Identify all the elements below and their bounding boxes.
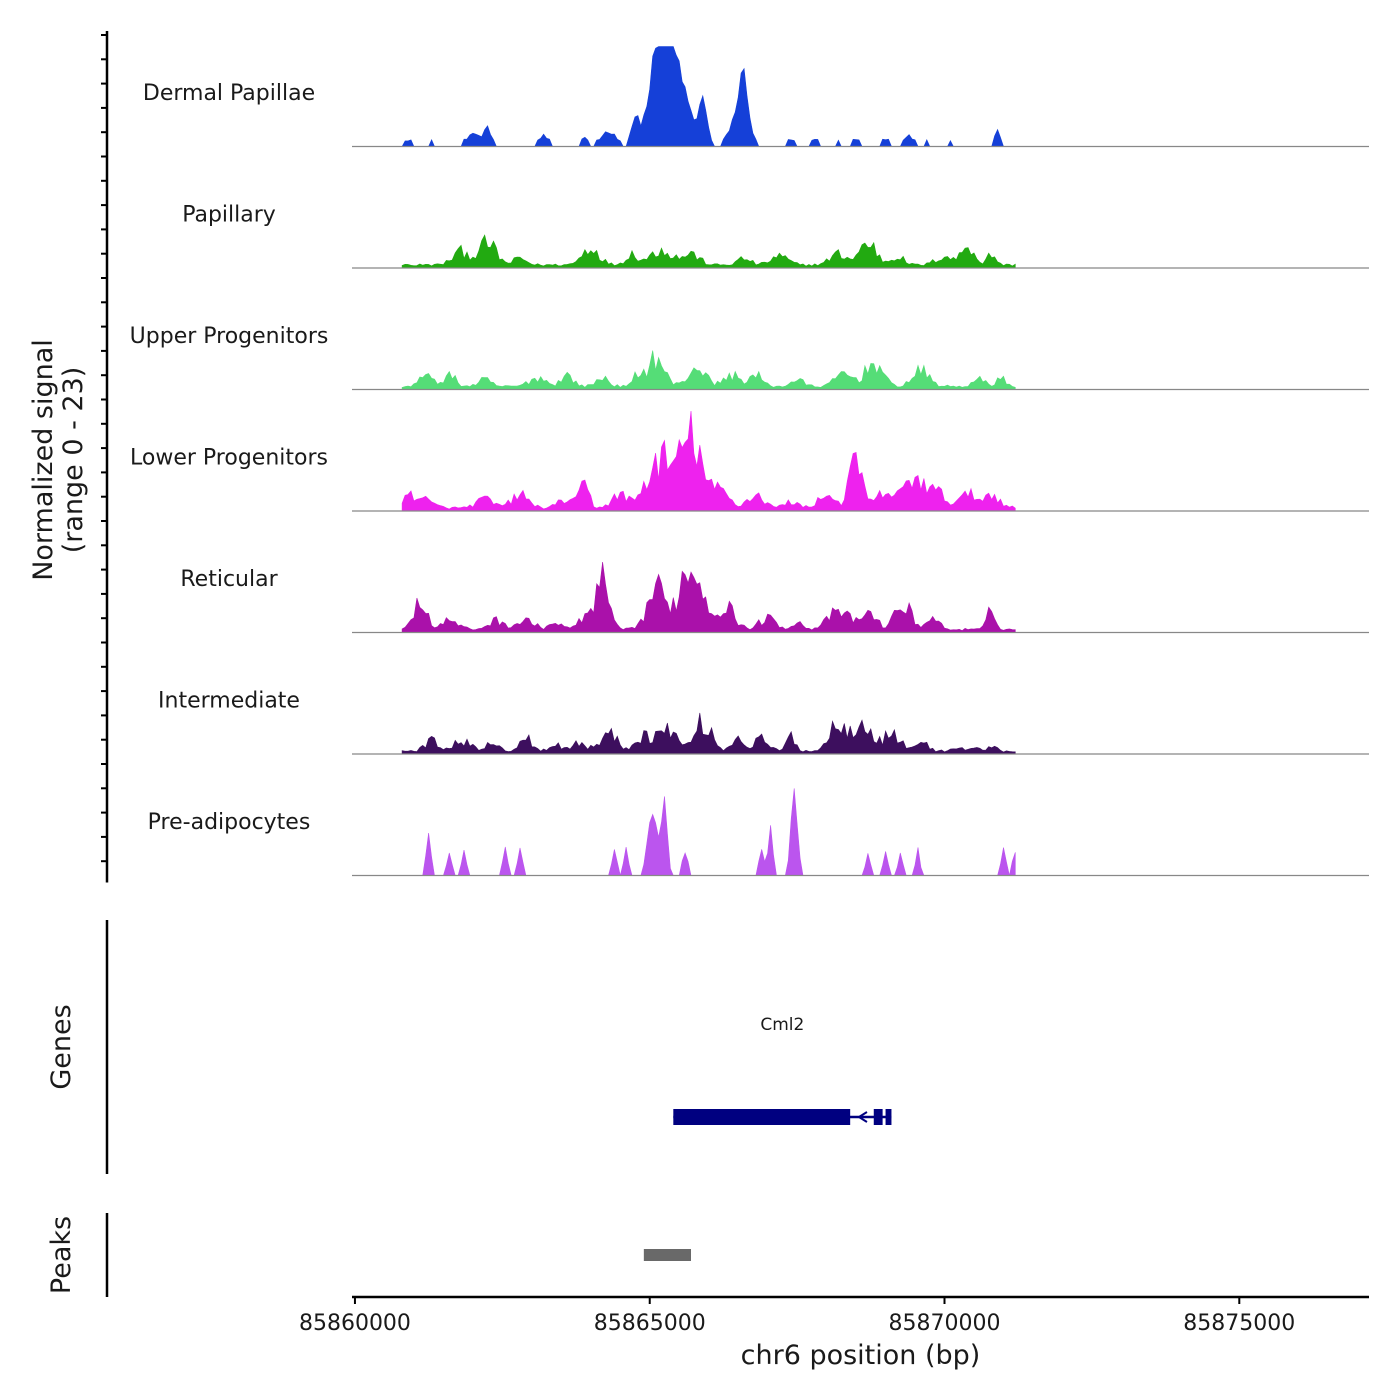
track-label: Upper Progenitors: [130, 324, 329, 349]
x-axis-title: chr6 position (bp): [741, 1340, 981, 1371]
x-tick-label: 85865000: [594, 1311, 706, 1336]
track-papillary: Papillary: [182, 203, 1369, 269]
gene-strand-arrow: [857, 1111, 868, 1123]
peaks-panel-label: Peaks: [46, 1216, 77, 1294]
track-label: Pre-adipocytes: [148, 810, 311, 835]
track-label: Lower Progenitors: [130, 446, 328, 471]
x-axis: 85860000 85865000 85870000 85875000 chr6 pos…: [299, 1295, 1369, 1371]
gene-exon: [885, 1109, 892, 1125]
track-signal-area: [401, 712, 1016, 755]
gene-name-label: Cml2: [760, 1015, 804, 1035]
y-axis-subtitle: (range 0 - 23): [58, 367, 89, 554]
gene-exon: [873, 1109, 883, 1125]
track-label: Intermediate: [158, 689, 300, 714]
track-lower-progenitors: Lower Progenitors: [130, 410, 1369, 512]
track-signal-area: [401, 410, 1016, 512]
x-tick-label: 85870000: [889, 1311, 1001, 1336]
track-reticular: Reticular: [180, 561, 1369, 634]
track-signal-area: [401, 234, 1016, 269]
track-signal-area: [401, 350, 1016, 390]
x-tick-label: 85860000: [299, 1311, 411, 1336]
y-axis-title: Normalized signal: [28, 339, 59, 581]
genes-panel: Genes Cml2: [46, 920, 892, 1174]
track-label: Reticular: [180, 567, 278, 592]
peaks-panel: Peaks: [46, 1213, 691, 1297]
track-label: Papillary: [182, 203, 276, 228]
genes-panel-label: Genes: [46, 1004, 77, 1089]
gene-exon: [673, 1109, 851, 1125]
track-upper-progenitors: Upper Progenitors: [130, 324, 1369, 391]
peak-region: [643, 1249, 691, 1261]
x-tick-label: 85875000: [1183, 1311, 1295, 1336]
track-label: Dermal Papillae: [143, 81, 315, 106]
track-signal-area: [401, 46, 1016, 147]
y-axis: Normalized signal (range 0 - 23): [28, 31, 109, 883]
track-intermediate: Intermediate: [158, 689, 1369, 755]
track-pre-adipocytes: Pre-adipocytes: [148, 788, 1369, 877]
track-dermal-papillae: Dermal Papillae: [143, 46, 1369, 148]
track-signal-area: [402, 788, 1016, 876]
track-signal-area: [401, 561, 1016, 633]
signal-tracks: Dermal Papillae Papillary Upper Progenitor…: [130, 46, 1369, 877]
